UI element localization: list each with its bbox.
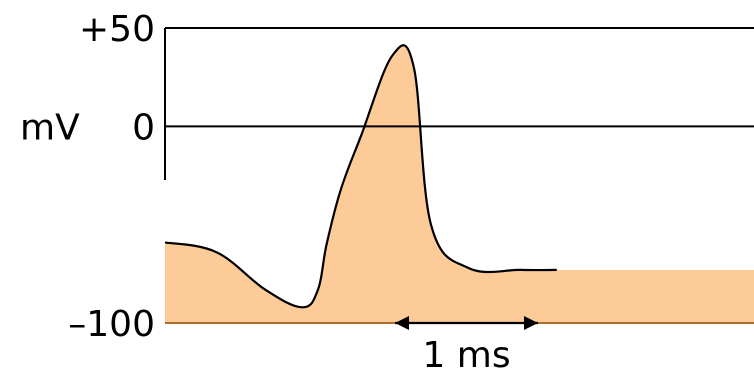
scale-bar-label: 1 ms bbox=[422, 335, 510, 375]
y-tick-label: +50 bbox=[79, 9, 155, 50]
plot-area: +50 0 –100 mV 1 ms bbox=[20, 9, 754, 375]
y-tick-label: –100 bbox=[68, 304, 155, 345]
y-unit-label: mV bbox=[20, 107, 80, 148]
y-tick-label: 0 bbox=[132, 107, 155, 148]
